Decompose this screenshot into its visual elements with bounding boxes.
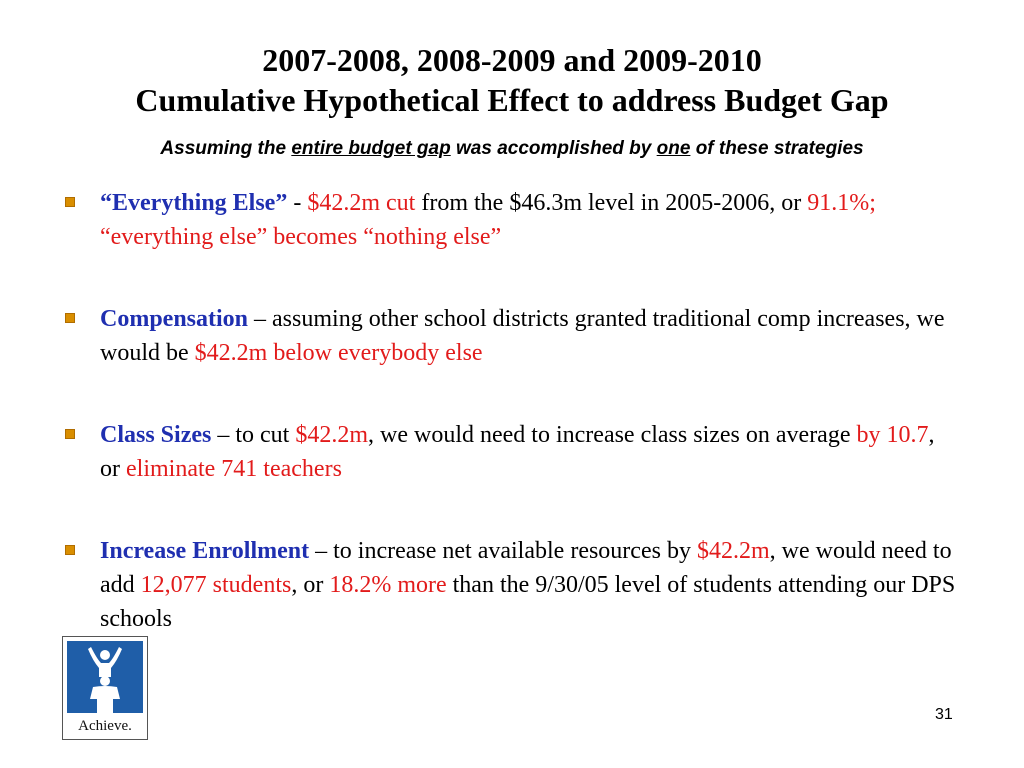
bullet-class-sizes: Class Sizes – to cut $42.2m, we would ne… [60,418,960,486]
bullet-text: , or [100,422,935,482]
bullet-text: , we would need to add [100,538,952,598]
title-line-1: 2007-2008, 2008-2009 and 2009-2010 [262,42,762,78]
bullet-text: - [287,190,308,216]
square-bullet-icon [65,313,75,323]
bullet-highlight: 18.2% more [329,572,447,598]
square-bullet-icon [65,545,75,555]
bullet-highlight: $42.2m [696,538,770,564]
square-bullet-icon [65,429,75,439]
bullet-heading: Increase Enrollment [100,538,310,564]
bullet-text: – assuming other school districts grante… [100,306,945,366]
bullet-increase-enrollment: Increase Enrollment – to increase net av… [60,534,960,636]
bullet-heading: Class Sizes [100,422,212,448]
bullet-text: , or [291,572,330,598]
adult-carrying-child-icon [67,641,143,713]
bullet-compensation: Compensation – assuming other school dis… [60,302,960,370]
achieve-logo: Achieve. [62,636,148,740]
bullet-highlight: $42.2m [295,422,369,448]
bullet-text: , we would need to increase class sizes … [368,422,857,448]
page-number: 31 [935,706,953,723]
bullet-highlight: $42.2m below everybody else [194,340,483,366]
subtitle-text-c: was accomplished by [450,138,657,159]
bullet-text: from the $46.3m level in 2005-2006, or [415,190,808,216]
bullet-text: – to increase net available resources by [309,538,697,564]
bullet-text: than the 9/30/05 level of students atten… [100,572,956,632]
logo-wordmark: Achieve. [78,718,132,734]
slide-subtitle: Assuming the entire budget gap was accom… [0,136,1024,162]
title-line-2: Cumulative Hypothetical Effect to addres… [135,82,889,118]
bullet-highlight: by 10.7 [856,422,929,448]
subtitle-text-e: of these strategies [690,138,864,159]
strategy-bullet-list: “Everything Else” - $42.2m cut from the … [60,186,960,636]
subtitle-emphasis-one: one [656,138,691,159]
bullet-heading: “Everything Else” [100,190,288,216]
bullet-everything-else: “Everything Else” - $42.2m cut from the … [60,186,960,254]
subtitle-text-a: Assuming the [160,138,292,159]
bullet-highlight: 91.1%; “everything else” becomes “nothin… [100,190,876,250]
bullet-text: – to cut [211,422,296,448]
bullet-highlight: 12,077 students [140,572,292,598]
bullet-heading: Compensation [100,306,249,332]
bullet-highlight: $42.2m cut [307,190,416,216]
slide-title: 2007-2008, 2008-2009 and 2009-2010 Cumul… [0,40,1024,120]
subtitle-emphasis-entire-budget-gap: entire budget gap [291,138,451,159]
bullet-highlight: eliminate 741 teachers [126,456,342,482]
square-bullet-icon [65,197,75,207]
